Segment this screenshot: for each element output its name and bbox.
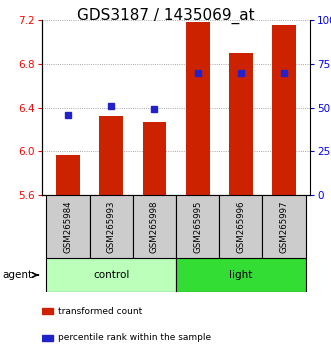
Text: light: light xyxy=(229,270,253,280)
Bar xyxy=(262,195,306,258)
Bar xyxy=(272,25,296,195)
Text: control: control xyxy=(93,270,129,280)
Bar xyxy=(46,258,176,292)
Bar xyxy=(90,195,133,258)
Text: percentile rank within the sample: percentile rank within the sample xyxy=(58,333,211,343)
Text: GSM265998: GSM265998 xyxy=(150,200,159,253)
Text: GSM265997: GSM265997 xyxy=(280,200,289,253)
Bar xyxy=(99,116,123,195)
Text: GSM265995: GSM265995 xyxy=(193,200,202,253)
Bar xyxy=(133,195,176,258)
Bar xyxy=(143,122,166,195)
Bar xyxy=(42,335,53,341)
Bar xyxy=(176,258,306,292)
Text: GSM265984: GSM265984 xyxy=(64,200,72,253)
Text: GDS3187 / 1435069_at: GDS3187 / 1435069_at xyxy=(77,8,254,24)
Text: GSM265996: GSM265996 xyxy=(236,200,245,253)
Bar xyxy=(56,155,80,195)
Bar xyxy=(219,195,262,258)
Text: transformed count: transformed count xyxy=(58,307,142,315)
Text: agent: agent xyxy=(2,270,32,280)
Bar xyxy=(229,53,253,195)
Bar xyxy=(42,308,53,314)
Bar xyxy=(186,22,210,195)
Text: GSM265993: GSM265993 xyxy=(107,200,116,253)
Bar xyxy=(46,195,90,258)
Bar xyxy=(176,195,219,258)
